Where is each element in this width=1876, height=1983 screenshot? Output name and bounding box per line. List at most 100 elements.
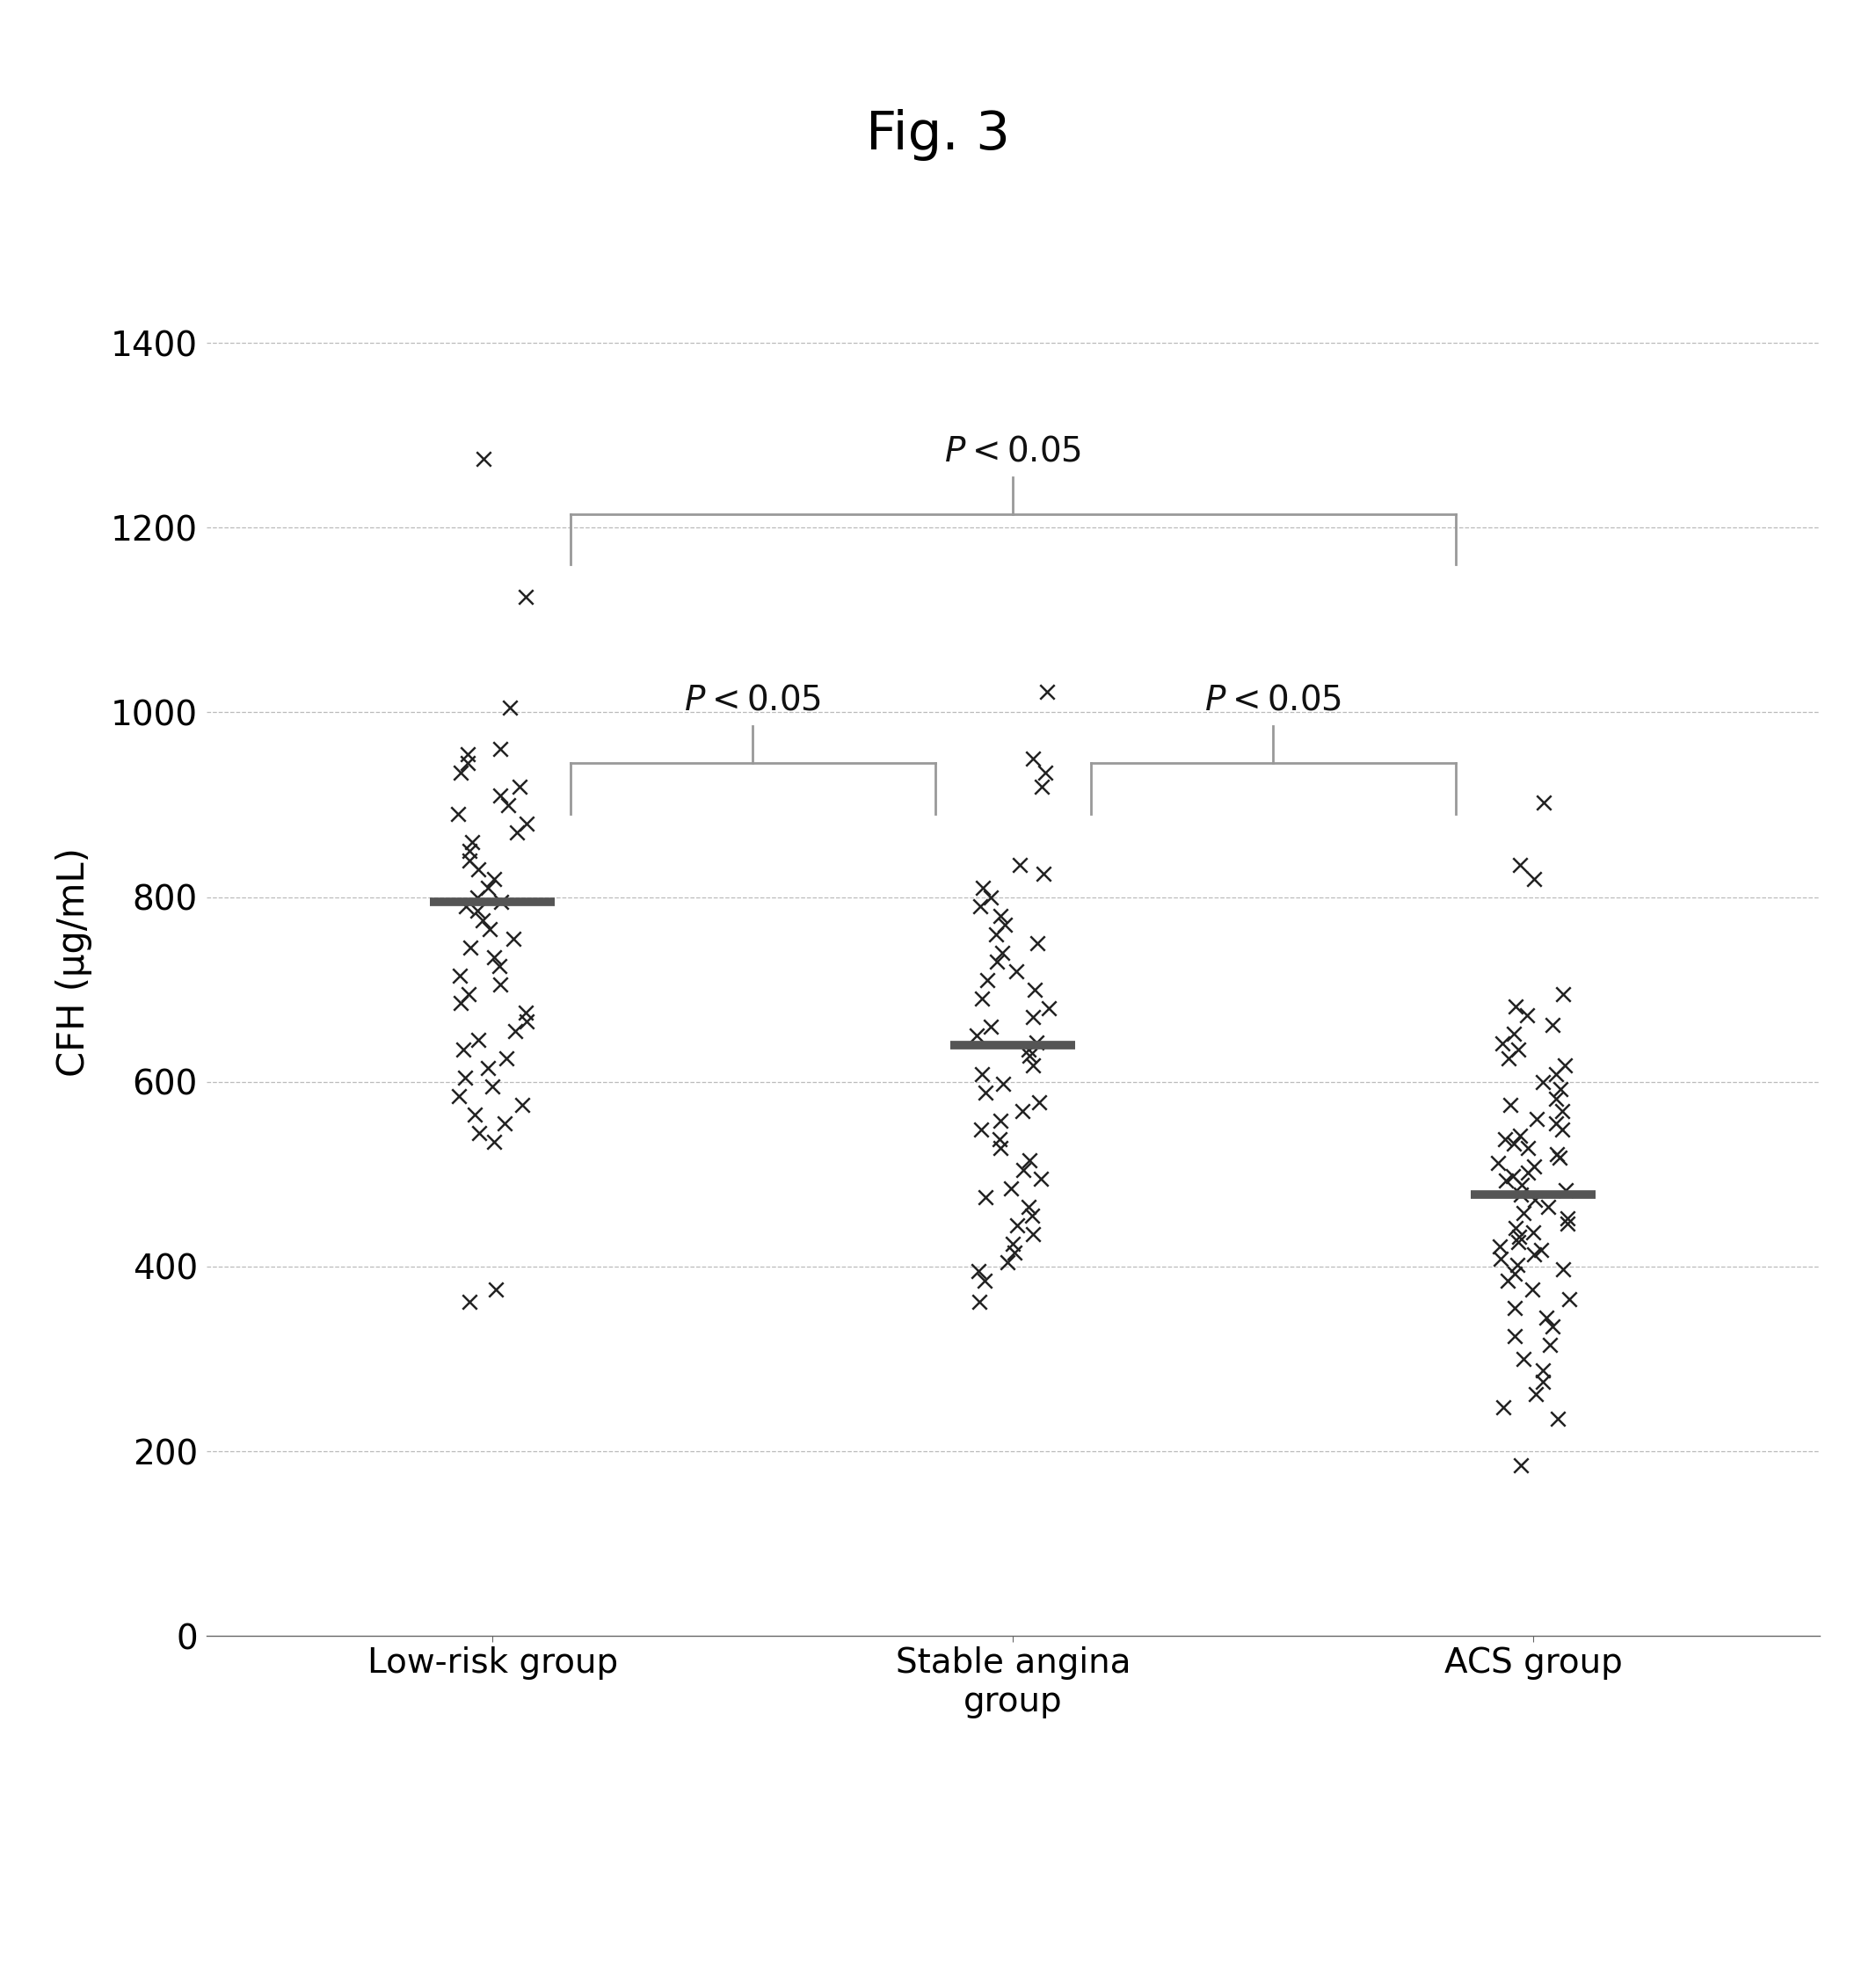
Point bbox=[1499, 1017, 1529, 1049]
Point bbox=[493, 789, 523, 821]
Point bbox=[987, 936, 1017, 968]
Point bbox=[1512, 999, 1542, 1031]
Point bbox=[970, 1077, 1000, 1108]
Point bbox=[495, 692, 525, 724]
Point bbox=[1501, 1212, 1531, 1243]
Point bbox=[1540, 1108, 1570, 1140]
Point bbox=[1026, 1162, 1056, 1194]
Point bbox=[460, 1099, 490, 1130]
Point bbox=[454, 835, 484, 867]
Point bbox=[473, 1053, 503, 1085]
Point bbox=[1015, 1041, 1045, 1073]
Point bbox=[1021, 974, 1051, 1005]
Point bbox=[454, 845, 484, 876]
Point bbox=[452, 890, 482, 922]
Text: $P<0.05$: $P<0.05$ bbox=[1204, 684, 1341, 718]
Point bbox=[510, 581, 540, 613]
Point bbox=[1499, 1257, 1529, 1289]
Point bbox=[1490, 1390, 1520, 1422]
Point bbox=[1529, 787, 1559, 819]
Point bbox=[1548, 1253, 1578, 1285]
Point bbox=[510, 997, 540, 1029]
Point bbox=[456, 825, 486, 857]
Point bbox=[1548, 1114, 1578, 1146]
Point bbox=[985, 1105, 1015, 1136]
Point bbox=[1553, 1202, 1583, 1233]
Point bbox=[475, 914, 505, 946]
Point bbox=[1551, 1174, 1581, 1206]
Point bbox=[966, 984, 996, 1015]
Point bbox=[1508, 1342, 1538, 1374]
Point bbox=[970, 1182, 1000, 1214]
Point bbox=[1482, 1148, 1512, 1180]
Point bbox=[512, 807, 542, 839]
Point bbox=[1533, 1190, 1563, 1222]
Point bbox=[1006, 849, 1036, 880]
Point bbox=[1540, 1083, 1570, 1114]
Point bbox=[1499, 1128, 1529, 1160]
Point bbox=[469, 442, 499, 474]
Point bbox=[1499, 1321, 1529, 1352]
Point bbox=[1019, 744, 1049, 775]
Point bbox=[1531, 1301, 1561, 1333]
Point bbox=[1536, 1009, 1566, 1041]
Point bbox=[1527, 1233, 1557, 1265]
Point bbox=[981, 918, 1011, 950]
Point bbox=[1007, 1154, 1037, 1186]
Point bbox=[1028, 859, 1058, 890]
Point bbox=[1495, 1089, 1525, 1120]
Point bbox=[1501, 990, 1531, 1021]
Point bbox=[1535, 1329, 1565, 1360]
Point bbox=[966, 1059, 996, 1091]
Point bbox=[452, 748, 482, 779]
Point bbox=[456, 932, 486, 964]
Point bbox=[1002, 956, 1032, 988]
Point bbox=[1486, 1243, 1516, 1275]
Point bbox=[1017, 1200, 1047, 1231]
Point bbox=[473, 873, 503, 904]
Point bbox=[1493, 1043, 1523, 1075]
Point bbox=[1521, 1103, 1551, 1134]
Point bbox=[964, 890, 994, 922]
Point bbox=[976, 1011, 1006, 1043]
Point bbox=[1484, 1229, 1514, 1261]
Point bbox=[492, 1043, 522, 1075]
Point bbox=[467, 904, 497, 936]
Point bbox=[1490, 1122, 1520, 1154]
Point bbox=[484, 950, 514, 982]
Point bbox=[981, 946, 1011, 978]
Point bbox=[1529, 1366, 1559, 1398]
Point bbox=[991, 908, 1021, 940]
Point bbox=[1521, 1378, 1551, 1410]
Point bbox=[452, 738, 482, 769]
Point bbox=[490, 1108, 520, 1140]
Point bbox=[1032, 676, 1062, 708]
Point bbox=[450, 1061, 480, 1093]
Point bbox=[1000, 1237, 1030, 1269]
Point bbox=[445, 960, 475, 992]
Point bbox=[1548, 1095, 1578, 1126]
Point bbox=[445, 758, 475, 789]
Point bbox=[1002, 1210, 1032, 1241]
Point bbox=[1019, 1049, 1049, 1081]
Point bbox=[446, 988, 477, 1019]
Text: $P<0.05$: $P<0.05$ bbox=[685, 684, 822, 718]
Point bbox=[985, 1122, 1015, 1154]
Point bbox=[478, 942, 508, 974]
Point bbox=[443, 797, 473, 829]
Point bbox=[970, 1265, 1000, 1297]
Point bbox=[486, 779, 516, 811]
Point bbox=[512, 1005, 542, 1037]
Point bbox=[985, 1132, 1015, 1164]
Point bbox=[505, 771, 535, 803]
Point bbox=[1021, 1027, 1051, 1059]
Point bbox=[1503, 1249, 1533, 1281]
Point bbox=[989, 1067, 1019, 1099]
Point bbox=[1503, 1033, 1533, 1065]
Point bbox=[1503, 1225, 1533, 1257]
Point bbox=[1518, 1273, 1548, 1305]
Point bbox=[1520, 863, 1550, 894]
Point bbox=[964, 1285, 994, 1317]
Point bbox=[1506, 1170, 1536, 1202]
Point bbox=[1512, 1156, 1542, 1188]
